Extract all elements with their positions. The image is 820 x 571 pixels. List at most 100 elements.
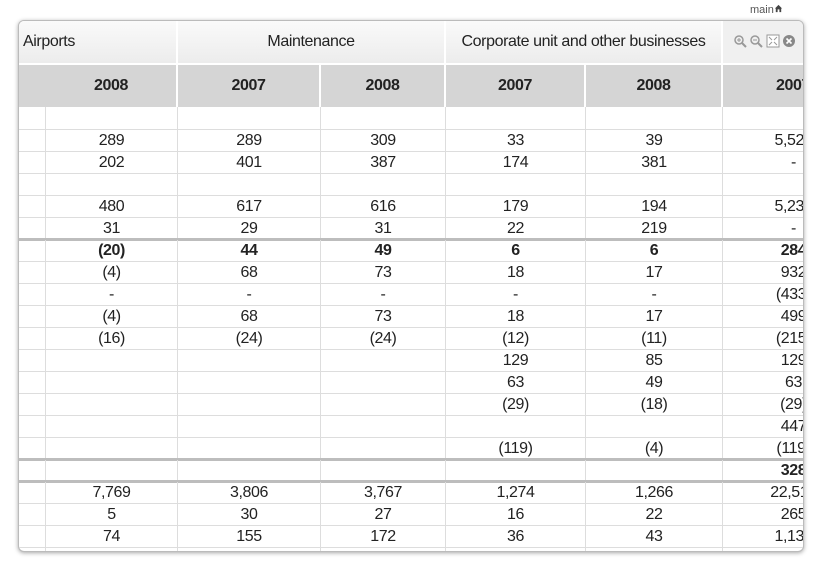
cell: 16	[446, 504, 586, 526]
cell: 202	[46, 152, 178, 174]
cell: (215)	[723, 328, 803, 350]
cell: (16)	[46, 328, 178, 350]
cell	[178, 438, 321, 460]
cell	[19, 460, 46, 482]
cell	[46, 350, 178, 372]
cell	[586, 107, 723, 130]
cell: 289	[178, 130, 321, 152]
main-label[interactable]: main	[750, 4, 774, 16]
cell	[19, 504, 46, 526]
cell	[19, 107, 46, 130]
cell	[19, 284, 46, 306]
cell: 73	[321, 262, 446, 284]
cell	[46, 372, 178, 394]
cell	[46, 548, 178, 551]
table-panel: Airports Maintenance Corporate unit and ot…	[18, 20, 804, 552]
cell: 155	[178, 526, 321, 548]
cell: 1,266	[586, 482, 723, 504]
cell: 29	[178, 218, 321, 240]
cell: 17	[586, 262, 723, 284]
cell: -	[321, 284, 446, 306]
cell: (12)	[446, 328, 586, 350]
cell	[321, 174, 446, 196]
cell	[321, 350, 446, 372]
cell	[178, 174, 321, 196]
cell: -	[178, 284, 321, 306]
cell: -	[446, 284, 586, 306]
cell	[19, 328, 46, 350]
cell: -	[586, 284, 723, 306]
cell	[446, 107, 586, 130]
fit[interactable]	[766, 34, 780, 48]
cell: 617	[178, 196, 321, 218]
cell: 3,806	[178, 482, 321, 504]
cell: 49	[586, 372, 723, 394]
cell: 1,133	[723, 526, 803, 548]
cell: 5	[46, 504, 178, 526]
cell	[19, 438, 46, 460]
cell: (119)	[723, 438, 803, 460]
cell: (4)	[46, 262, 178, 284]
cell	[178, 372, 321, 394]
cell: (29)	[446, 394, 586, 416]
cell	[19, 306, 46, 328]
cell: 179	[446, 196, 586, 218]
cell: 219	[586, 218, 723, 240]
cell: 289	[46, 130, 178, 152]
cell: 284	[723, 240, 803, 262]
cell: 7,769	[46, 482, 178, 504]
cell: 36	[446, 526, 586, 548]
cell: 30	[178, 504, 321, 526]
cell: 174	[446, 152, 586, 174]
cell	[46, 416, 178, 438]
cell: (4)	[46, 306, 178, 328]
cell: 129	[723, 350, 803, 372]
year-header: 2008	[46, 65, 176, 107]
cell	[19, 548, 46, 551]
cell: 401	[178, 152, 321, 174]
cell	[178, 107, 321, 130]
cell	[321, 438, 446, 460]
cell	[321, 460, 446, 482]
row-separator	[19, 238, 803, 241]
home-icon[interactable]	[774, 4, 783, 13]
cell	[19, 218, 46, 240]
cell: 68	[178, 306, 321, 328]
cell	[178, 350, 321, 372]
close[interactable]	[782, 34, 796, 48]
cell: 18	[446, 262, 586, 284]
cell: (18)	[586, 394, 723, 416]
cell	[19, 350, 46, 372]
zoom-in[interactable]	[733, 34, 747, 48]
row-separator	[19, 480, 803, 483]
main-link[interactable]: main	[750, 4, 783, 16]
cell	[19, 130, 46, 152]
group-header: Airports	[19, 21, 176, 63]
cell	[178, 416, 321, 438]
cell: 3,767	[321, 482, 446, 504]
zoom-out[interactable]	[749, 34, 763, 48]
cell	[19, 262, 46, 284]
cell	[19, 482, 46, 504]
cell: 480	[46, 196, 178, 218]
year-header: 2008	[586, 65, 721, 107]
cell: 44	[178, 240, 321, 262]
cell: 17	[586, 306, 723, 328]
cell: 18	[446, 306, 586, 328]
cell	[178, 460, 321, 482]
cell	[586, 548, 723, 551]
cell: 5,521	[723, 130, 803, 152]
cell: (433)	[723, 284, 803, 306]
cell	[586, 174, 723, 196]
cell: 85	[586, 350, 723, 372]
cell: 43	[586, 526, 723, 548]
year-header: 2008	[321, 65, 444, 107]
cell	[723, 174, 803, 196]
cell: 387	[321, 152, 446, 174]
cell: 74	[46, 526, 178, 548]
year-header: 2007	[446, 65, 584, 107]
cell	[321, 372, 446, 394]
cell: 172	[321, 526, 446, 548]
cell: 31	[46, 218, 178, 240]
